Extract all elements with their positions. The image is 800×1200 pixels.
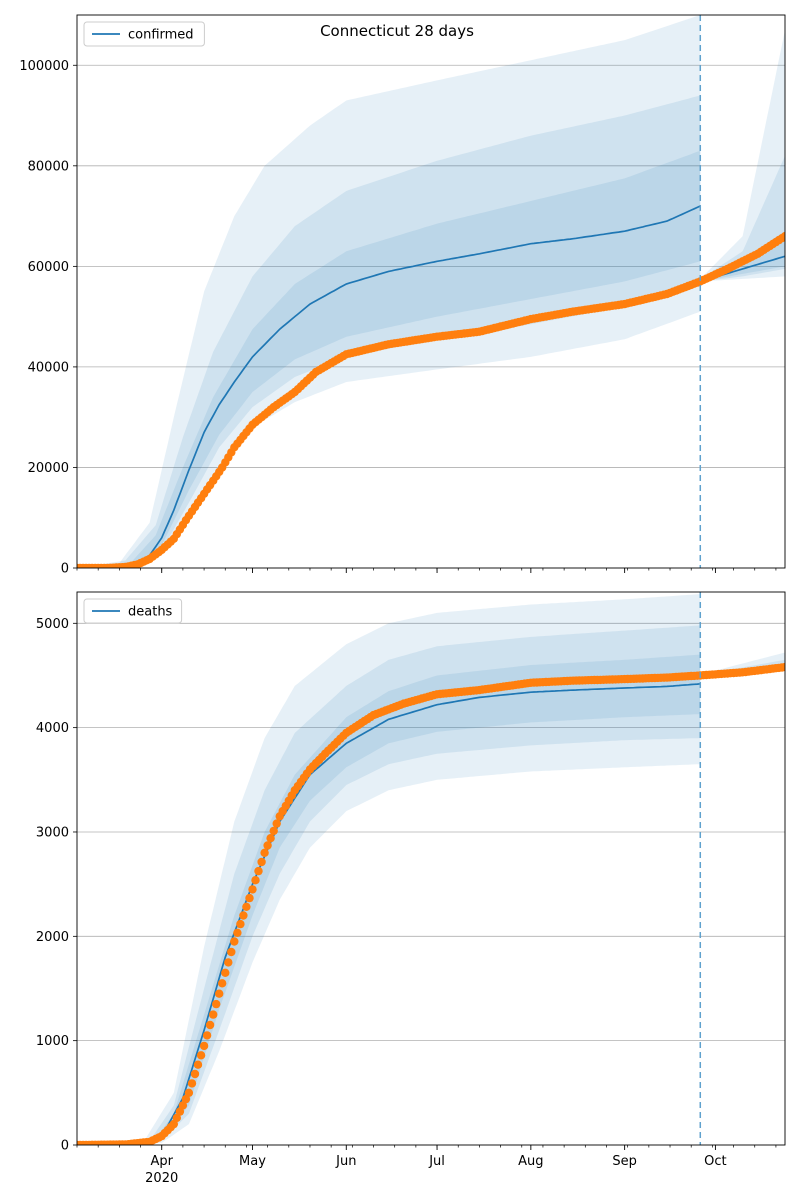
- axes-frame: [76, 591, 786, 1146]
- observed-point: [205, 1020, 215, 1030]
- observed-point: [254, 866, 263, 876]
- observed-point: [257, 857, 266, 867]
- observed-point: [199, 1041, 209, 1051]
- observed-point: [215, 989, 224, 998]
- observed-point: [269, 826, 278, 836]
- legend-box: [83, 598, 183, 624]
- observed-point: [260, 848, 269, 857]
- uncertainty-band: [77, 654, 701, 1145]
- legend-label: deaths: [128, 605, 173, 620]
- observed-point: [178, 1101, 188, 1110]
- observed-point: [227, 947, 236, 957]
- observed-point: [242, 902, 251, 911]
- observed-point: [263, 841, 272, 850]
- x-tick-label: May: [239, 1154, 266, 1169]
- observed-point: [251, 876, 260, 885]
- forecast-uncertainty-band: [700, 231, 785, 282]
- deaths-panel: 0 1000 2000 3000 4000 5000 Apr 2020 May Jun Jul Aug…: [36, 591, 786, 1186]
- y-tick-label: 4000: [36, 721, 69, 736]
- observed-point: [780, 662, 785, 672]
- y-tick-label: 2000: [36, 930, 69, 945]
- y-tick-label: 80000: [28, 159, 69, 174]
- observed-point: [187, 1079, 197, 1088]
- x-tick-label: Aug: [518, 1154, 543, 1169]
- x-tick-label: Apr: [150, 1154, 173, 1169]
- observed-point: [172, 1113, 181, 1123]
- x-tick-label: Sep: [612, 1154, 637, 1169]
- plot-area: [77, 594, 785, 1145]
- observed-point: [248, 885, 257, 894]
- plot-area: [77, 15, 785, 568]
- confirmed-panel: 0 20000 40000 60000 80000 100000 confirmed: [19, 14, 786, 577]
- chart-title: Connecticut 28 days: [320, 22, 474, 40]
- observed-point: [202, 1031, 212, 1040]
- x-year-label: 2020: [145, 1171, 178, 1186]
- axes-frame: [76, 14, 786, 569]
- observed-point: [272, 819, 281, 828]
- x-tick-label: Jun: [335, 1154, 356, 1169]
- observed-point: [193, 1060, 203, 1069]
- uncertainty-band: [77, 95, 701, 568]
- legend: deaths: [83, 598, 183, 624]
- observed-point: [245, 893, 254, 903]
- observed-point: [239, 911, 248, 920]
- legend-box: [83, 21, 205, 47]
- observed-point: [196, 1051, 206, 1060]
- uncertainty-band: [77, 594, 701, 1145]
- legend: confirmed: [83, 21, 205, 47]
- observed-point: [233, 928, 242, 937]
- observed-point: [218, 979, 227, 988]
- y-tick-label: 0: [61, 562, 69, 577]
- uncertainty-band: [77, 150, 701, 568]
- observed-point: [224, 958, 233, 967]
- observed-point: [209, 1010, 218, 1019]
- observed-point: [190, 1069, 200, 1079]
- uncertainty-band: [77, 15, 701, 568]
- forecast-uncertainty-band: [700, 30, 785, 282]
- legend-label: confirmed: [128, 28, 194, 43]
- y-tick-label: 5000: [36, 617, 69, 632]
- y-tick-label: 40000: [28, 360, 69, 375]
- y-tick-label: 100000: [19, 59, 69, 74]
- model-line: [77, 205, 701, 568]
- y-tick-label: 20000: [28, 461, 69, 476]
- observed-point: [236, 919, 245, 929]
- observed-point: [212, 999, 221, 1009]
- observed-point: [780, 232, 785, 241]
- y-tick-label: 60000: [28, 260, 69, 275]
- x-tick-label: Jul: [428, 1154, 445, 1169]
- y-tick-label: 3000: [36, 825, 69, 840]
- x-tick-label: Oct: [704, 1154, 726, 1169]
- y-tick-label: 0: [61, 1139, 69, 1154]
- observed-point: [230, 937, 239, 946]
- observed-point: [266, 834, 275, 843]
- y-tick-label: 1000: [36, 1034, 69, 1049]
- observed-point: [184, 1088, 194, 1098]
- observed-point: [181, 1094, 191, 1104]
- observed-point: [221, 968, 230, 977]
